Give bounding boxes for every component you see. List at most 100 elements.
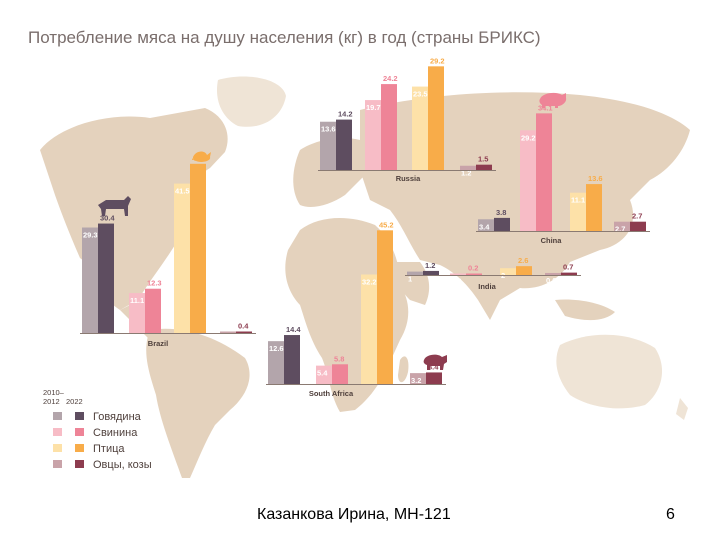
legend-swatch-old-poultry	[53, 444, 62, 452]
bar-south-africa-beef-2022	[284, 335, 300, 384]
bar-brazil-mutton-2010-2012	[220, 331, 236, 333]
bar-south-africa-poultry-2022	[377, 230, 393, 384]
country-label-south-africa: South Africa	[309, 389, 354, 398]
bar-india-poultry-2010-2012	[500, 268, 516, 275]
value-label-russia-pork-2010-2012: 19.7	[366, 103, 381, 112]
legend-period-old: 2012	[43, 397, 60, 406]
footer-author: Казанкова Ирина, МН-121	[257, 506, 451, 523]
bar-russia-pork-2010-2012	[365, 100, 381, 170]
country-group-china: 3.4 3.8 29.2 34.1 11.1 13.6 2.7 2.7 China	[476, 103, 650, 245]
value-label-brazil-pork-2022: 12.3	[147, 279, 162, 288]
chart-title: Потребление мяса на душу населения (кг) …	[28, 28, 541, 47]
legend-swatch-new-beef	[75, 412, 84, 420]
bar-china-poultry-2010-2012	[570, 192, 586, 231]
value-label-russia-beef-2010-2012: 13.6	[321, 125, 336, 134]
legend: 2010–2012 2022 Говядина Свинина Птица Овцы, к…	[43, 388, 152, 471]
bar-china-beef-2022	[494, 217, 510, 231]
bar-russia-beef-2010-2012	[320, 121, 336, 170]
bar-russia-pork-2022	[381, 84, 397, 170]
value-label-south-africa-mutton-2010-2012: 3.2	[411, 376, 421, 385]
bar-south-africa-mutton-2022	[426, 372, 442, 384]
cow-icon	[98, 196, 131, 216]
value-label-brazil-poultry-2010-2012: 41.5	[175, 187, 190, 196]
sheep-icon	[423, 354, 447, 370]
bar-india-pork-2010-2012	[450, 273, 466, 275]
value-label-china-poultry-2022: 13.6	[588, 174, 603, 183]
value-label-india-beef-2010-2012: 1	[408, 275, 412, 284]
map-madagascar	[398, 356, 409, 383]
bar-india-beef-2010-2012	[407, 271, 423, 275]
value-label-russia-beef-2022: 14.2	[338, 110, 353, 119]
value-label-china-beef-2022: 3.8	[496, 208, 506, 217]
value-label-south-africa-poultry-2010-2012: 32.2	[362, 278, 377, 287]
legend-label-pork: Свинина	[93, 427, 138, 439]
bar-south-africa-pork-2010-2012	[316, 365, 332, 384]
value-label-india-mutton-2010-2012: 0.6	[546, 276, 556, 285]
bar-russia-mutton-2010-2012	[460, 165, 476, 170]
bar-china-mutton-2010-2012	[614, 221, 630, 231]
value-label-russia-poultry-2010-2012: 23.5	[413, 90, 428, 99]
pig-icon	[539, 92, 567, 108]
bar-brazil-poultry-2010-2012	[174, 183, 190, 333]
animal-silhouettes	[98, 92, 567, 370]
bar-south-africa-pork-2022	[332, 364, 348, 384]
legend-swatch-new-mutton	[75, 460, 84, 468]
value-label-russia-mutton-2022: 1.5	[478, 155, 488, 164]
value-label-china-poultry-2010-2012: 11.1	[571, 196, 585, 205]
value-label-south-africa-pork-2022: 5.8	[334, 354, 344, 363]
value-label-brazil-mutton-2022: 0.4	[238, 322, 249, 331]
map-greenland	[216, 76, 286, 127]
bar-south-africa-poultry-2010-2012	[361, 274, 377, 384]
legend-swatch-old-mutton	[53, 460, 62, 468]
bar-brazil-pork-2022	[145, 288, 161, 333]
value-label-india-pork-2010-2012: 0.2	[451, 277, 461, 286]
bar-china-pork-2022	[536, 113, 552, 231]
legend-label-poultry: Птица	[93, 443, 125, 455]
bar-south-africa-mutton-2010-2012	[410, 373, 426, 384]
country-group-russia: 13.614.2 19.7 24.2 23.5 29.2 1.2 1.5 Russia	[318, 56, 496, 183]
map-southeast-asia	[555, 299, 615, 321]
country-label-china: China	[541, 236, 563, 245]
value-label-south-africa-poultry-2022: 45.2	[379, 220, 394, 229]
value-label-south-africa-beef-2022: 14.4	[286, 325, 301, 334]
chicken-icon	[193, 151, 211, 162]
bar-russia-mutton-2022	[476, 164, 492, 170]
bar-india-pork-2022	[466, 273, 482, 275]
legend-swatch-new-poultry	[75, 444, 84, 452]
bar-brazil-pork-2010-2012	[129, 293, 145, 333]
bar-brazil-poultry-2022	[190, 163, 206, 333]
bar-china-mutton-2022	[630, 221, 646, 231]
country-label-brazil: Brazil	[148, 339, 168, 348]
map-new-zealand	[676, 398, 688, 420]
value-label-south-africa-mutton-2022: 3.4	[428, 362, 439, 371]
value-label-brazil-mutton-2010-2012: 0.4	[221, 335, 232, 344]
bar-india-poultry-2022	[516, 266, 532, 275]
value-label-china-mutton-2010-2012: 2.7	[615, 225, 625, 234]
value-label-south-africa-beef-2010-2012: 12.6	[269, 344, 284, 353]
value-label-russia-poultry-2022: 29.2	[430, 56, 445, 65]
bar-china-beef-2010-2012	[478, 219, 494, 231]
value-label-south-africa-pork-2010-2012: 5.4	[317, 369, 328, 378]
bar-china-pork-2010-2012	[520, 130, 536, 231]
bar-russia-poultry-2022	[428, 66, 444, 170]
value-label-brazil-beef-2010-2012: 29.3	[83, 231, 98, 240]
footer-page-number: 6	[666, 506, 675, 523]
bar-russia-beef-2022	[336, 119, 352, 170]
legend-swatch-old-pork	[53, 428, 62, 436]
bar-south-africa-beef-2010-2012	[268, 341, 284, 384]
map-south-america	[146, 328, 250, 478]
bar-india-mutton-2010-2012	[545, 272, 561, 275]
bar-india-mutton-2022	[561, 272, 577, 275]
value-label-brazil-pork-2010-2012: 11.1	[130, 296, 144, 305]
bar-brazil-beef-2022	[98, 223, 114, 333]
bar-china-poultry-2022	[586, 184, 602, 231]
value-label-russia-pork-2022: 24.2	[383, 74, 398, 83]
bar-russia-poultry-2010-2012	[412, 86, 428, 170]
bar-brazil-beef-2010-2012	[82, 227, 98, 333]
legend-period-new: 2022	[66, 397, 83, 406]
value-label-india-beef-2022: 1.2	[425, 261, 435, 270]
value-label-india-poultry-2022: 2.6	[518, 256, 528, 265]
legend-swatch-old-beef	[53, 412, 62, 420]
